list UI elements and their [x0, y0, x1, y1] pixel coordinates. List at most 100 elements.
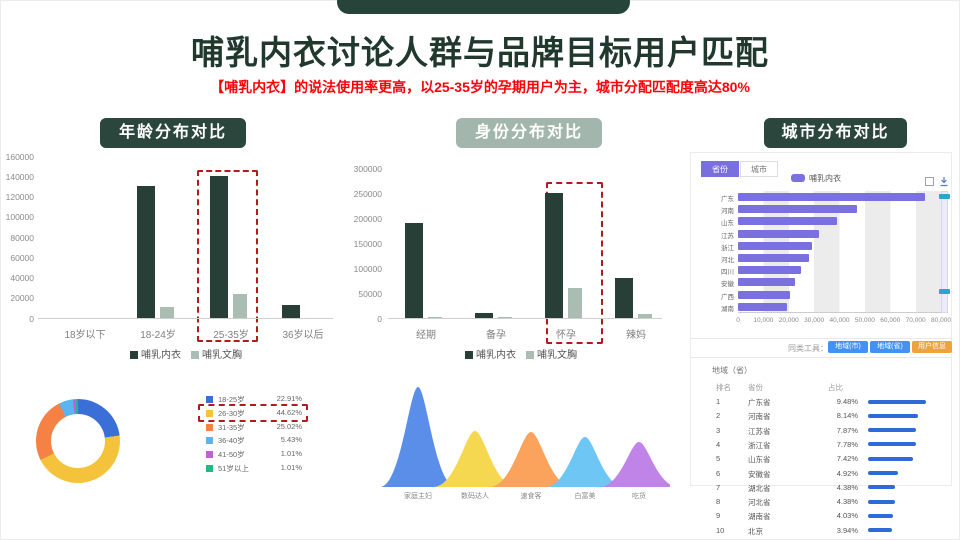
x-axis-label: 辣妈: [626, 330, 646, 341]
donut-legend-item: 18-25岁: [206, 394, 245, 405]
city-bar-河北: [738, 254, 810, 262]
donut-legend-pct: 1.01%: [280, 463, 302, 472]
table-province: 浙江省: [748, 440, 771, 450]
city-bar-label: 河北: [721, 257, 734, 264]
peak-家庭主妇: [380, 387, 456, 487]
y-axis-tick: 50000: [358, 288, 382, 299]
region-table-title: 地域（省）: [712, 366, 752, 375]
tool-button-3[interactable]: 用户信息: [912, 341, 952, 353]
legend-item: 哺乳内衣: [465, 346, 516, 361]
city-bar-河南: [738, 205, 858, 214]
page-subtitle: 【哺乳内衣】的说法使用率更高，以25-35岁的孕期用户为主，城市分配匹配度高达8…: [210, 79, 750, 95]
bar-哺乳内衣: [210, 176, 228, 318]
bar-哺乳文胸: [638, 313, 652, 318]
y-axis-tick: 120000: [5, 192, 34, 202]
peak-数码达人: [433, 431, 517, 487]
peak-label: 数码达人: [461, 493, 489, 500]
donut-legend-swatch: [206, 437, 213, 445]
legend-item: 哺乳内衣: [130, 346, 181, 361]
table-pct: 4.38%: [836, 497, 858, 507]
y-axis-tick: 250000: [353, 188, 382, 199]
table-column-header: 省份: [748, 383, 763, 392]
city-x-tick: 60,000: [880, 317, 901, 324]
bar-哺乳内衣: [475, 312, 493, 318]
tools-divider-bottom: [690, 357, 952, 358]
table-pct: 4.92%: [836, 468, 858, 478]
x-axis-label: 25-35岁: [213, 330, 249, 341]
y-axis-tick: 40000: [10, 273, 34, 283]
city-tab-城市[interactable]: 城市: [740, 161, 778, 177]
y-axis-tick: 80000: [10, 232, 34, 243]
table-bar: [868, 413, 918, 418]
bar-哺乳文胸: [233, 293, 247, 318]
city-bar-label: 广西: [721, 293, 734, 301]
city-bar-label: 山东: [721, 220, 734, 228]
persona-peaks-chart: [380, 387, 670, 487]
table-rank: 1: [716, 397, 721, 406]
table-province: 河北省: [748, 498, 771, 508]
table-rank: 8: [716, 497, 721, 507]
city-bar-label: 湖南: [721, 305, 734, 313]
city-scrollbar-handle-bottom[interactable]: [939, 289, 950, 294]
bar-哺乳文胸: [568, 288, 582, 318]
table-rank: 5: [716, 454, 721, 464]
city-bar-安徽: [738, 278, 796, 287]
tools-label: 同类工具：: [788, 344, 828, 353]
table-pct: 7.42%: [836, 454, 858, 464]
city-bar-label: 安徽: [721, 281, 734, 289]
city-x-tick: 20,000: [778, 317, 799, 324]
table-bar: [868, 442, 916, 447]
peak-白富美: [545, 437, 625, 487]
x-axis-label: 18-24岁: [140, 330, 176, 341]
table-column-header: 占比: [828, 383, 843, 392]
legend-item: 哺乳文胸: [191, 346, 242, 361]
table-bar: [868, 499, 895, 504]
city-bar-四川: [738, 266, 802, 275]
bar-哺乳内衣: [615, 278, 633, 318]
city-scrollbar-track[interactable]: [941, 191, 948, 313]
bar-哺乳内衣: [545, 193, 563, 318]
table-rank: 3: [716, 425, 721, 435]
table-province: 北京: [748, 526, 763, 536]
tool-button-1[interactable]: 地域(市): [828, 341, 868, 353]
city-plot-area: [738, 191, 941, 313]
page-title: 哺乳内衣讨论人群与品牌目标用户匹配: [191, 34, 769, 71]
city-x-tick: 10,000: [753, 317, 774, 324]
peak-label: 白富美: [574, 493, 596, 500]
table-bar: [868, 428, 917, 433]
legend-item: 哺乳文胸: [526, 346, 577, 361]
table-pct: 7.87%: [836, 425, 858, 435]
city-x-tick: 80,000: [931, 317, 951, 324]
donut-legend-swatch: [206, 396, 213, 403]
bar-哺乳内衣: [137, 186, 155, 318]
tools-divider-top: [690, 338, 952, 339]
city-bar-山东: [738, 217, 837, 226]
peak-label: 速食客: [520, 493, 542, 500]
y-axis-tick: 20000: [10, 293, 34, 304]
age-section-badge: 年龄分布对比: [100, 118, 246, 148]
table-province: 湖南省: [748, 512, 771, 522]
y-axis-tick: 300000: [353, 163, 382, 174]
city-bar-湖南: [738, 302, 788, 311]
tool-button-2[interactable]: 地域(省): [870, 341, 910, 353]
city-x-tick: 70,000: [905, 317, 926, 324]
donut-legend-swatch: [206, 423, 213, 431]
table-province: 河南省: [748, 412, 771, 422]
table-pct: 8.14%: [836, 411, 858, 421]
identity-section-badge: 身份分布对比: [456, 118, 602, 148]
city-bar-广东: [738, 193, 925, 201]
city-tab-省份[interactable]: 省份: [701, 161, 739, 177]
table-pct: 7.78%: [836, 439, 858, 449]
city-tool-panel: 省份 城市 哺乳内衣 广东 河南 山东 江苏 浙江 河北 四川 安徽 广西 湖南 0 10,000 20,…: [690, 152, 952, 486]
legend-swatch: [130, 351, 138, 359]
age-highlight-box: [197, 170, 258, 342]
y-axis-tick: 100000: [353, 263, 382, 274]
city-x-tick: 0: [736, 317, 740, 324]
legend-swatch: [526, 351, 534, 359]
table-province: 江苏省: [748, 426, 771, 436]
expand-icon[interactable]: [925, 177, 934, 186]
download-icon[interactable]: [939, 176, 949, 187]
y-axis-tick: 0: [377, 313, 382, 324]
city-scrollbar-handle-top[interactable]: [939, 194, 950, 199]
